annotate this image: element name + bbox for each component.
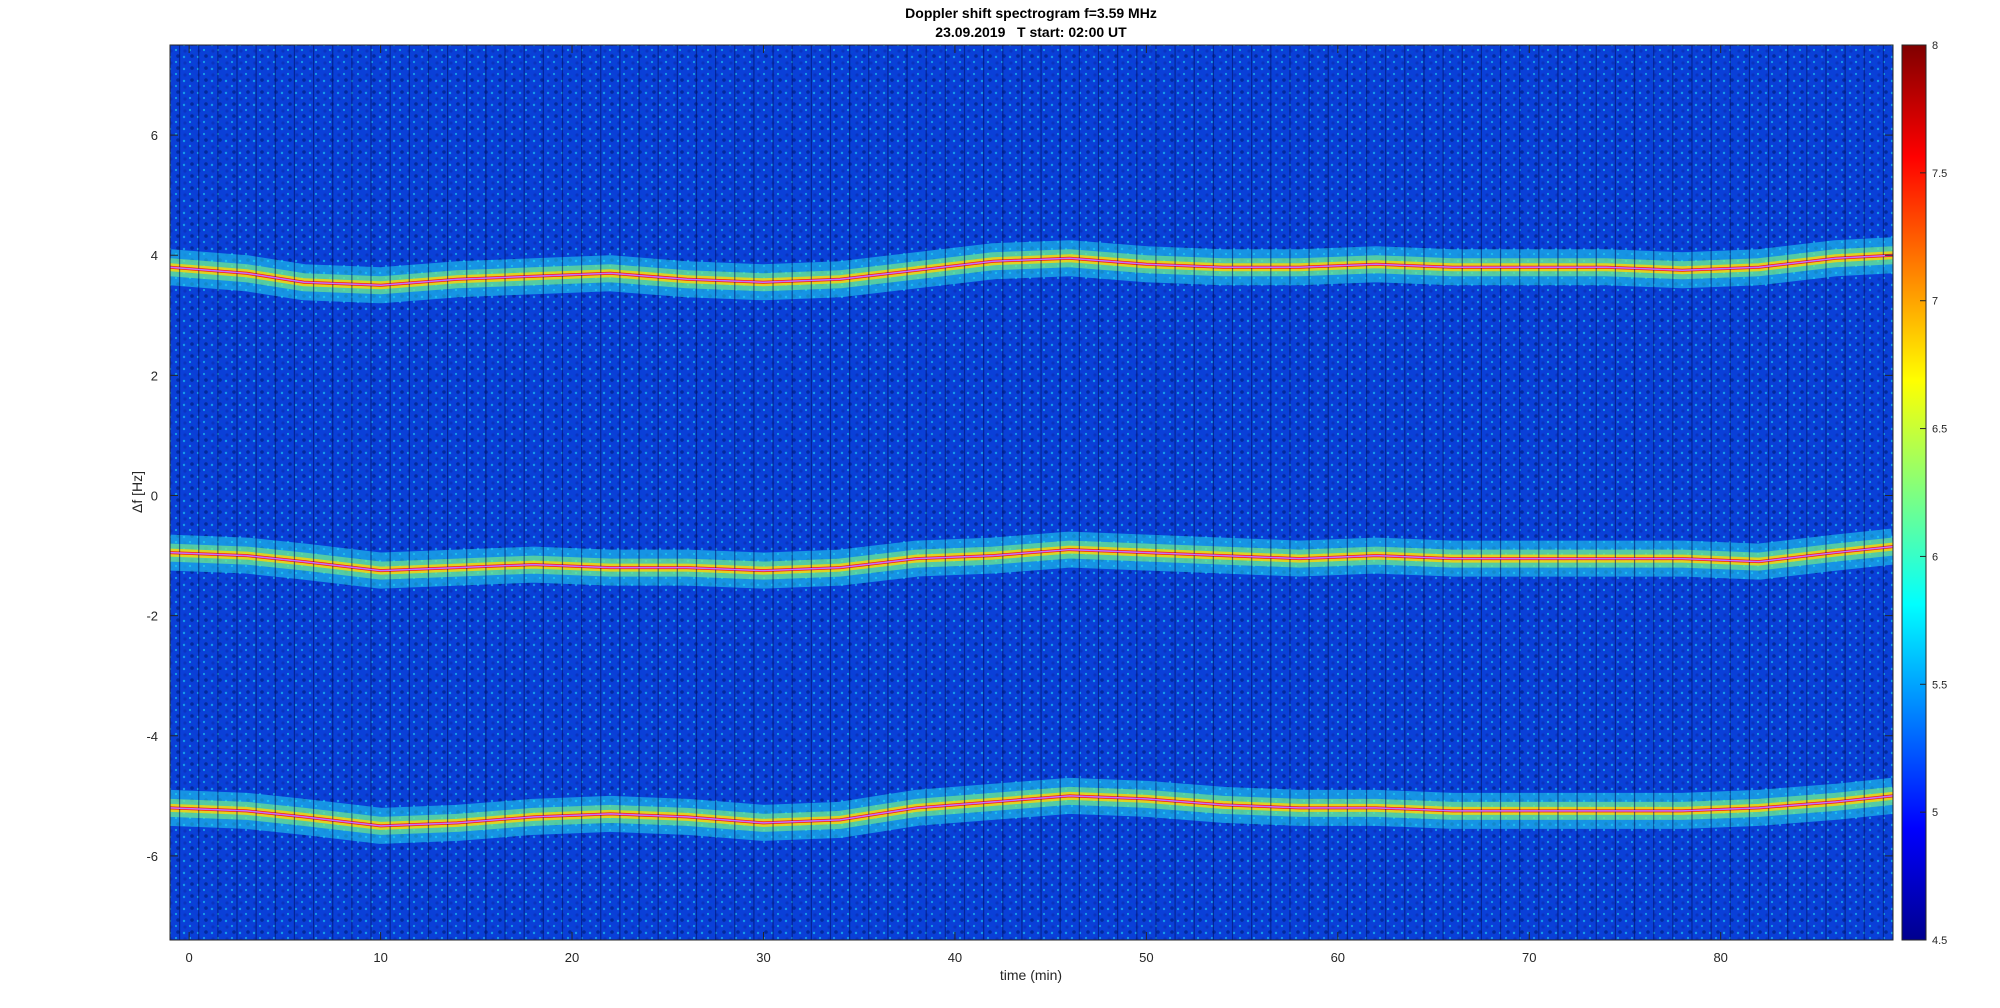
y-tick-label: -4	[146, 729, 158, 744]
colorbar-tick-label: 7.5	[1932, 168, 1947, 180]
stripe-artifacts	[178, 45, 1885, 940]
y-axis-label: Δf [Hz]	[129, 471, 145, 513]
colorbar-tick-label: 5	[1932, 807, 1938, 819]
x-tick-label: 70	[1522, 950, 1536, 965]
y-tick-label: -6	[146, 849, 158, 864]
x-tick-label: 10	[373, 950, 387, 965]
colorbar-tick-label: 6.5	[1932, 424, 1947, 436]
chart-title-group: Doppler shift spectrogram f=3.59 MHz 23.…	[905, 5, 1157, 40]
x-axis-ticks: 0 10 20 30 40 50 60 70 80	[186, 45, 1728, 965]
y-tick-label: 2	[151, 368, 158, 383]
x-tick-label: 40	[948, 950, 962, 965]
plot-area	[170, 45, 1893, 940]
colorbar-ticks: 4.5 5 5.5 6 6.5 7 7.5 8	[1920, 40, 1947, 947]
trace-line-3	[170, 795, 1893, 827]
y-tick-label: 0	[151, 489, 158, 504]
colorbar-tick-label: 6	[1932, 551, 1938, 563]
plot-frame	[169, 44, 1894, 941]
x-tick-label: 20	[565, 950, 579, 965]
y-tick-label: 6	[151, 128, 158, 143]
x-tick-label: 50	[1139, 950, 1153, 965]
x-tick-label: 80	[1713, 950, 1727, 965]
colorbar-tick-label: 7	[1932, 296, 1938, 308]
y-tick-label: -2	[146, 609, 158, 624]
y-tick-label: 4	[151, 248, 158, 263]
x-tick-label: 30	[756, 950, 770, 965]
x-tick-label: 60	[1331, 950, 1345, 965]
trace-lines	[170, 254, 1893, 827]
y-axis-ticks: -6 -4 -2 0 2 4 6	[146, 128, 1893, 864]
chart-subtitle: 23.09.2019 T start: 02:00 UT	[935, 24, 1127, 40]
colorbar-tick-label: 8	[1932, 40, 1938, 52]
trace-line-2	[170, 545, 1893, 572]
colorbar: 4.5 5 5.5 6 6.5 7 7.5 8	[1901, 40, 1947, 947]
x-tick-label: 0	[186, 950, 193, 965]
colorbar-gradient	[1901, 44, 1927, 941]
x-axis-label: time (min)	[1000, 967, 1062, 983]
colorbar-tick-label: 4.5	[1932, 935, 1947, 947]
chart-title: Doppler shift spectrogram f=3.59 MHz	[905, 5, 1157, 21]
trace-line-1	[170, 254, 1893, 287]
colorbar-tick-label: 5.5	[1932, 679, 1947, 691]
